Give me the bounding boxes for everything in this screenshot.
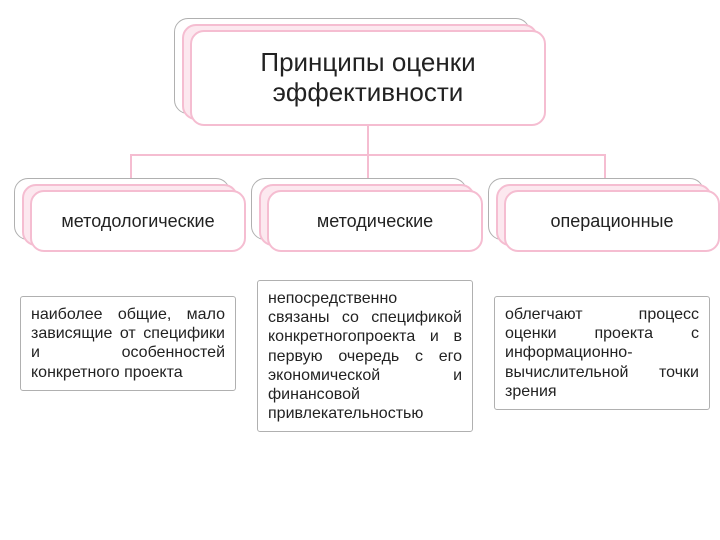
category-label: операционные bbox=[551, 211, 674, 232]
connector bbox=[604, 154, 606, 178]
description-text: непосредственно связаны со спецификой ко… bbox=[268, 290, 462, 422]
connector bbox=[130, 154, 132, 178]
category-label: методологические bbox=[61, 211, 214, 232]
category-node-2: методические bbox=[251, 178, 483, 256]
description-text: облегчают процесс оценки проекта с инфор… bbox=[505, 306, 699, 400]
category-label: методические bbox=[317, 211, 433, 232]
description-text: наиболее общие, мало зависящие от специф… bbox=[31, 306, 225, 381]
category-node-3: операционные bbox=[488, 178, 720, 256]
description-box-1: наиболее общие, мало зависящие от специф… bbox=[20, 296, 236, 391]
root-node: Принципы оценки эффективности bbox=[174, 18, 546, 128]
connector bbox=[367, 126, 369, 154]
connector bbox=[367, 154, 369, 178]
root-title: Принципы оценки эффективности bbox=[212, 48, 524, 108]
description-box-2: непосредственно связаны со спецификой ко… bbox=[257, 280, 473, 432]
category-node-1: методологические bbox=[14, 178, 246, 256]
description-box-3: облегчают процесс оценки проекта с инфор… bbox=[494, 296, 710, 410]
